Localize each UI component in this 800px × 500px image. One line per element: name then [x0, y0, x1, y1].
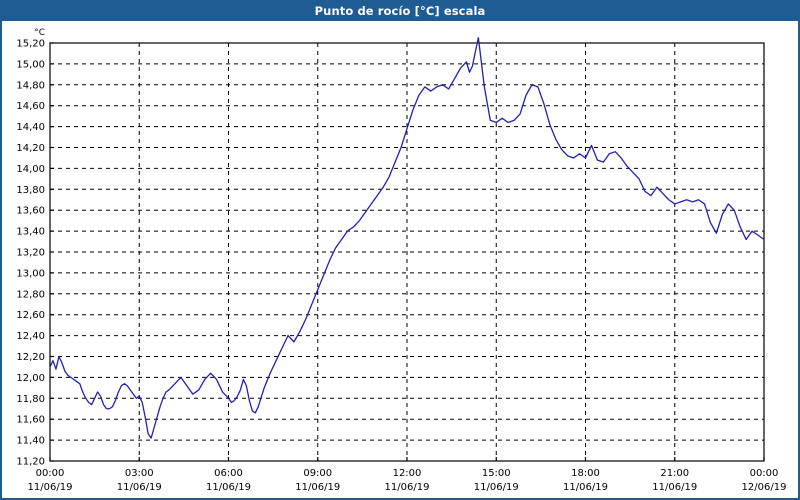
- plot-axes-frame: [49, 42, 765, 462]
- x-axis-tick-labels: 00:00 11/06/19 03:00 11/06/19 06:00 11/06/19 0…: [28, 468, 787, 493]
- x-tick-label-date: 11/06/19: [474, 482, 519, 493]
- y-tick-label: 12,40: [16, 331, 45, 342]
- chart-plot-container: 15,20 15,00 14,80 14,60 14,40 14,20 14,00 13,80…: [2, 21, 798, 498]
- x-tick-label-date: 11/06/19: [28, 482, 73, 493]
- x-tick-label-time: 03:00: [125, 468, 154, 479]
- x-tick-label-date: 11/06/19: [385, 482, 430, 493]
- y-tick-label: 13,40: [16, 227, 45, 238]
- y-axis-unit-label: °C: [34, 28, 45, 38]
- x-tick-label-date: 11/06/19: [295, 482, 340, 493]
- y-tick-label: 13,20: [16, 248, 45, 259]
- x-tick-label-date: 12/06/19: [742, 482, 787, 493]
- x-tick-label-time: 00:00: [750, 468, 779, 479]
- y-axis-tick-labels: 15,20 15,00 14,80 14,60 14,40 14,20 14,00 13,80…: [16, 39, 45, 468]
- x-tick-label-date: 11/06/19: [117, 482, 162, 493]
- y-tick-label: 14,00: [16, 164, 45, 175]
- x-tick-label-time: 18:00: [571, 468, 600, 479]
- y-tick-label: 12,80: [16, 289, 45, 300]
- y-tick-label: 11,20: [16, 457, 45, 468]
- y-tick-label: 14,60: [16, 101, 45, 112]
- y-tick-label: 11,80: [16, 394, 45, 405]
- x-tick-label-time: 15:00: [482, 468, 511, 479]
- window-title: Punto de rocío [°C] escala: [2, 2, 798, 21]
- y-tick-label: 15,00: [16, 59, 45, 70]
- y-tick-label: 12,60: [16, 310, 45, 321]
- unit-label: °C: [34, 28, 45, 38]
- y-tick-label: 13,60: [16, 206, 45, 217]
- grid-lines: [50, 43, 764, 461]
- y-tick-label: 14,20: [16, 143, 45, 154]
- x-tick-label-date: 11/06/19: [206, 482, 251, 493]
- chart-background: [2, 21, 798, 498]
- x-tick-label-date: 11/06/19: [652, 482, 697, 493]
- y-tick-label: 12,20: [16, 352, 45, 363]
- y-tick-label: 15,20: [16, 39, 45, 50]
- y-tick-label: 11,60: [16, 415, 45, 426]
- x-tick-label-time: 12:00: [393, 468, 422, 479]
- series-line-punto-de-rocío: [49, 37, 765, 439]
- y-tick-label: 13,00: [16, 268, 45, 279]
- x-tick-label-time: 00:00: [36, 468, 65, 479]
- dew-point-line-chart[interactable]: 15,20 15,00 14,80 14,60 14,40 14,20 14,00 13,80…: [2, 21, 798, 498]
- x-tick-label-time: 06:00: [214, 468, 243, 479]
- y-tick-label: 12,00: [16, 373, 45, 384]
- y-tick-label: 11,40: [16, 436, 45, 447]
- x-tick-label-time: 09:00: [303, 468, 332, 479]
- x-tick-label-date: 11/06/19: [563, 482, 608, 493]
- y-tick-label: 14,80: [16, 80, 45, 91]
- data-series-layer: [49, 37, 765, 439]
- y-tick-label: 14,40: [16, 122, 45, 133]
- x-tick-label-time: 21:00: [660, 468, 689, 479]
- y-tick-label: 13,80: [16, 185, 45, 196]
